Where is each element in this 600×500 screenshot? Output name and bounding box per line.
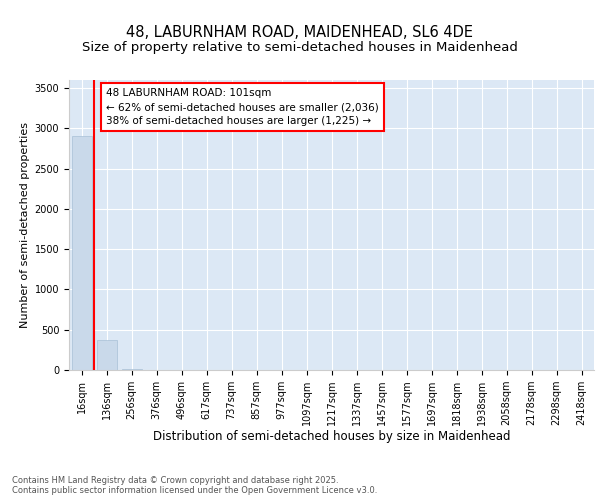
X-axis label: Distribution of semi-detached houses by size in Maidenhead: Distribution of semi-detached houses by … bbox=[153, 430, 510, 442]
Text: Size of property relative to semi-detached houses in Maidenhead: Size of property relative to semi-detach… bbox=[82, 41, 518, 54]
Text: 48, LABURNHAM ROAD, MAIDENHEAD, SL6 4DE: 48, LABURNHAM ROAD, MAIDENHEAD, SL6 4DE bbox=[127, 25, 473, 40]
Bar bbox=[71, 136, 91, 370]
Text: 48 LABURNHAM ROAD: 101sqm
← 62% of semi-detached houses are smaller (2,036)
38% : 48 LABURNHAM ROAD: 101sqm ← 62% of semi-… bbox=[107, 88, 379, 126]
Bar bbox=[97, 340, 116, 370]
Y-axis label: Number of semi-detached properties: Number of semi-detached properties bbox=[20, 122, 31, 328]
Text: Contains HM Land Registry data © Crown copyright and database right 2025.
Contai: Contains HM Land Registry data © Crown c… bbox=[12, 476, 377, 495]
